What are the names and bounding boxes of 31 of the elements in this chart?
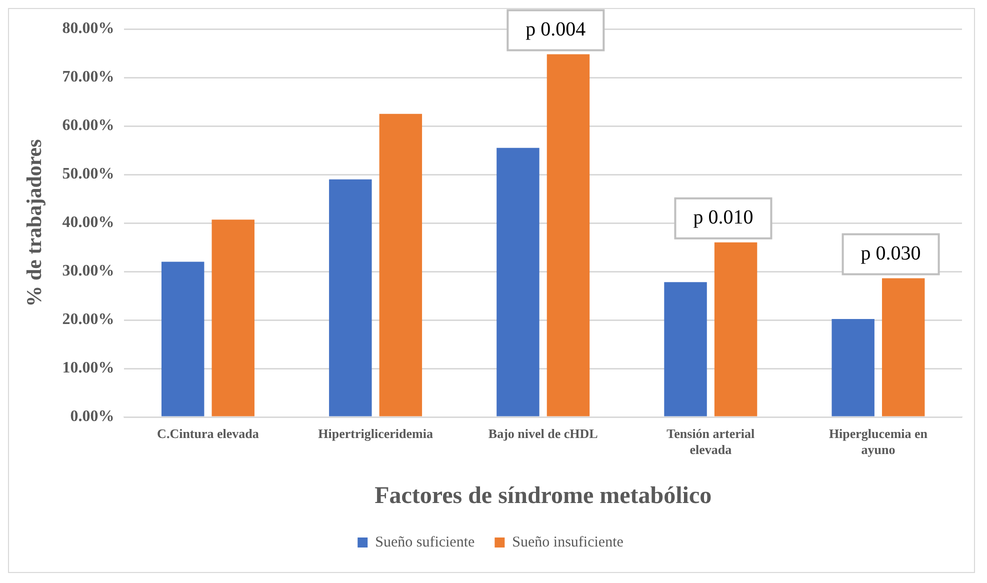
y-tick-label: 80.00%: [62, 20, 114, 38]
bar: [714, 242, 758, 416]
legend-label: Sueño insuficiente: [512, 534, 624, 550]
x-tick-label: Bajo nivel de cHDL: [488, 426, 598, 442]
x-tick-label: C.Cintura elevada: [157, 426, 260, 442]
bar: [496, 148, 540, 416]
bar: [329, 179, 372, 416]
bar: [882, 278, 925, 416]
legend-label: Sueño suficiente: [375, 534, 476, 550]
y-tick-label: 0.00%: [70, 408, 114, 426]
y-tick-label: 70.00%: [62, 68, 114, 86]
y-axis-title: % de trabajadores: [22, 139, 46, 307]
y-tick-label: 10.00%: [62, 360, 114, 377]
x-axis-title: Factores de síndrome metabólico: [374, 482, 712, 509]
x-tick-label: Hiperglucemia en ayuno: [828, 426, 928, 457]
bar: [832, 319, 874, 416]
y-tick-label: 60.00%: [62, 117, 114, 134]
bar: [379, 114, 422, 416]
bar: [212, 220, 254, 416]
x-tick-label: Hipertrigliceridemia: [318, 426, 434, 442]
annotation: p 0.030: [860, 242, 921, 265]
bar: [546, 54, 590, 416]
annotation: p 0.004: [526, 18, 586, 40]
y-tick-label: 30.00%: [62, 262, 114, 280]
x-tick-label: Tensión arterial elevada: [666, 426, 756, 457]
bar: [161, 262, 204, 416]
bar: [664, 282, 707, 416]
y-tick-label: 40.00%: [62, 214, 114, 232]
annotation: p 0.010: [693, 206, 754, 229]
y-tick-label: 20.00%: [62, 311, 114, 328]
y-tick-label: 50.00%: [62, 166, 114, 183]
